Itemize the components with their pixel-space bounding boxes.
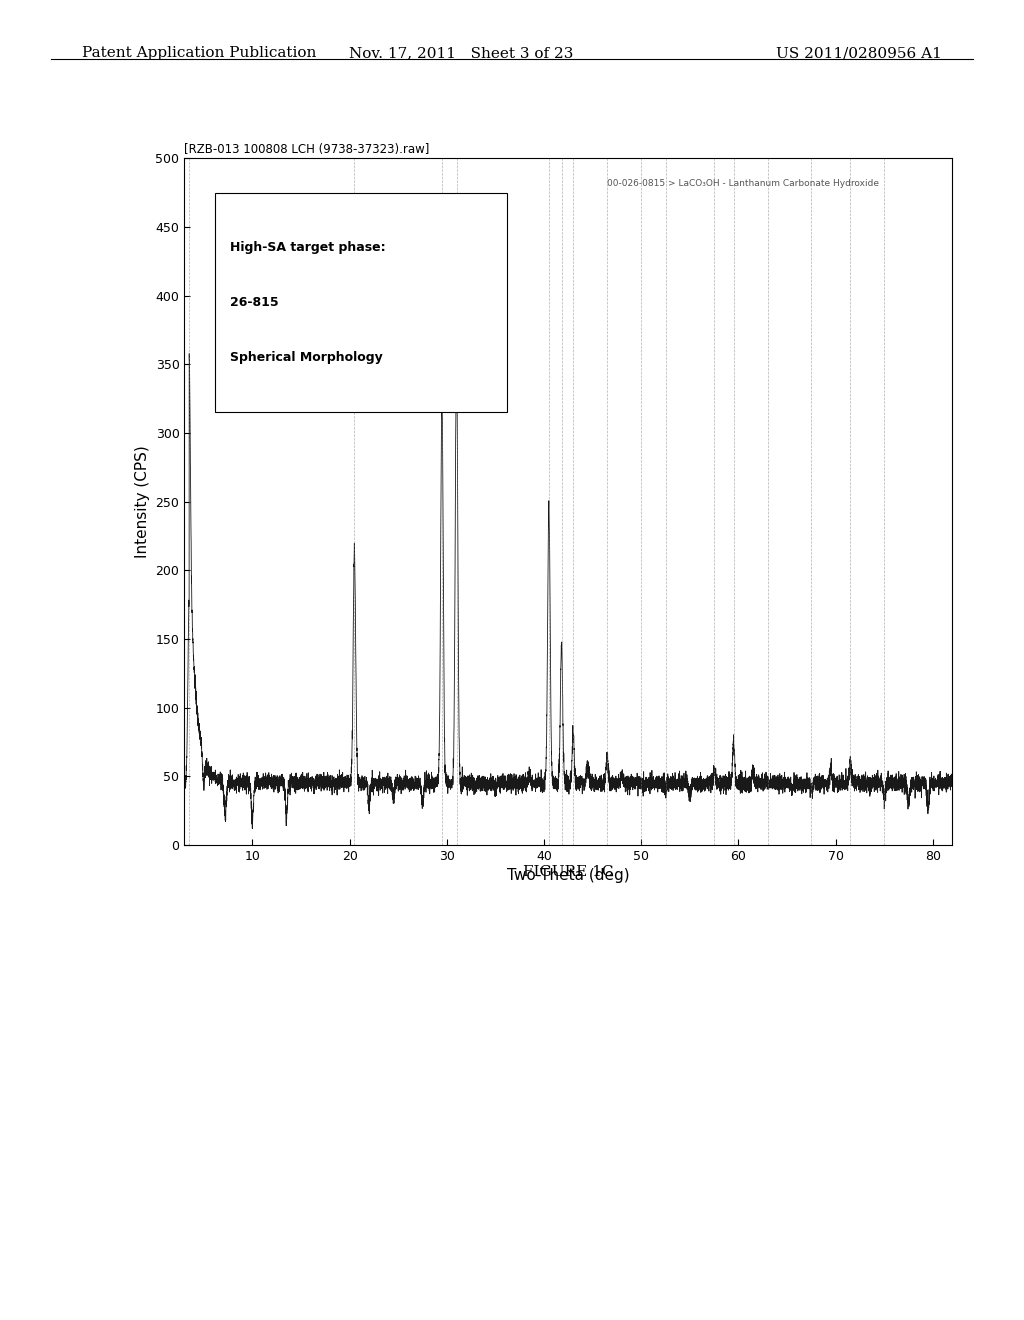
X-axis label: Two-Theta (deg): Two-Theta (deg) <box>507 869 630 883</box>
Text: 26-815: 26-815 <box>230 296 279 309</box>
Text: High-SA target phase:: High-SA target phase: <box>230 240 386 253</box>
Text: US 2011/0280956 A1: US 2011/0280956 A1 <box>776 46 942 61</box>
Text: 26-815: 26-815 <box>230 296 279 309</box>
Text: FIGURE 1C: FIGURE 1C <box>523 865 613 879</box>
Text: 00-026-0815 > LaCO₃OH - Lanthanum Carbonate Hydroxide: 00-026-0815 > LaCO₃OH - Lanthanum Carbon… <box>606 180 879 187</box>
Text: Spherical Morphology: Spherical Morphology <box>230 351 383 363</box>
Text: Spherical Morphology: Spherical Morphology <box>230 351 383 363</box>
Text: High-SA target phase:: High-SA target phase: <box>230 240 386 253</box>
Y-axis label: Intensity (CPS): Intensity (CPS) <box>135 445 150 558</box>
Text: Nov. 17, 2011   Sheet 3 of 23: Nov. 17, 2011 Sheet 3 of 23 <box>348 46 573 61</box>
Text: [RZB-013 100808 LCH (9738-37323).raw]: [RZB-013 100808 LCH (9738-37323).raw] <box>184 143 430 156</box>
FancyBboxPatch shape <box>215 193 507 412</box>
Text: Patent Application Publication: Patent Application Publication <box>82 46 316 61</box>
